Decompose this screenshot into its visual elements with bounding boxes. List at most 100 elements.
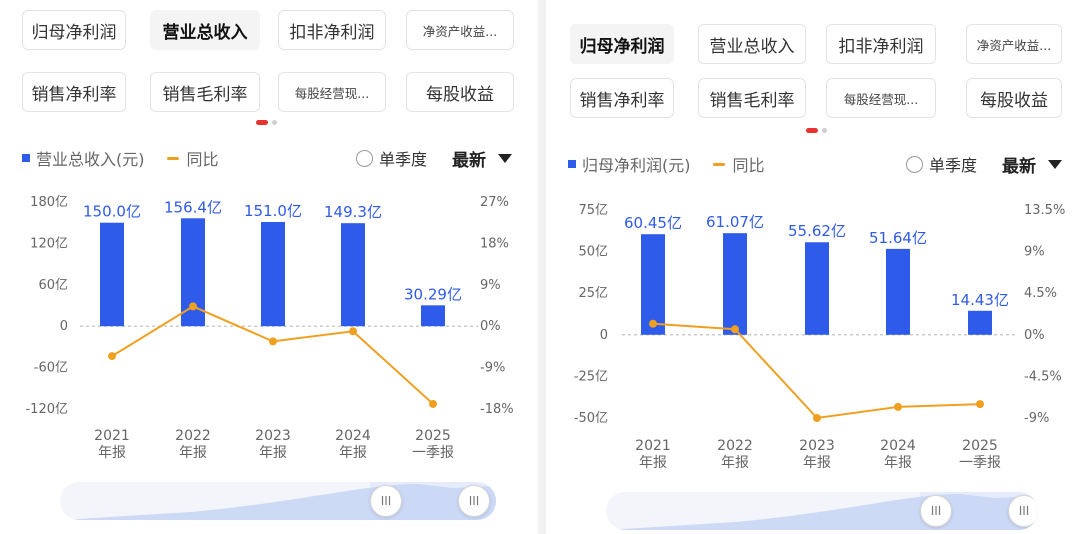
bar[interactable]	[341, 223, 365, 327]
bar[interactable]	[723, 233, 747, 335]
x-tick-period: 年报	[179, 445, 207, 461]
x-tick-year: 2021	[635, 438, 671, 454]
bar-legend-label: 归母净利润(元)	[582, 156, 691, 175]
yoy-point[interactable]	[349, 327, 357, 336]
yoy-point[interactable]	[189, 302, 197, 311]
line-legend-swatch	[712, 162, 725, 166]
x-tick-year: 2022	[717, 438, 753, 454]
x-tick-period: 年报	[639, 455, 667, 471]
bar[interactable]	[261, 222, 285, 327]
metric-tab[interactable]: 销售毛利率	[150, 72, 260, 112]
radio-icon[interactable]	[906, 155, 923, 173]
single-quarter-toggle[interactable]: 单季度	[906, 152, 977, 176]
range-handle-right[interactable]: III	[458, 485, 490, 517]
bar-value-label: 55.62亿	[788, 222, 846, 240]
yoy-point[interactable]	[429, 399, 437, 408]
x-tick-period: 年报	[259, 445, 287, 461]
bar[interactable]	[886, 248, 910, 335]
x-tick-year: 2023	[799, 438, 835, 454]
panel-divider	[538, 0, 546, 534]
chart-legend: 营业总收入(元) 同比	[22, 146, 219, 170]
metric-tab[interactable]: 净资产收益...	[966, 24, 1062, 64]
metric-tab[interactable]: 每股收益	[966, 78, 1062, 118]
caret-down-icon[interactable]	[1048, 160, 1062, 169]
y-right-tick-label: -18%	[480, 402, 514, 417]
y-right-tick-label: 9%	[480, 278, 501, 293]
metric-tab[interactable]: 净资产收益...	[406, 10, 514, 50]
tab-pager-dots	[806, 128, 827, 133]
y-left-tick-label: 50亿	[578, 245, 608, 260]
x-tick-year: 2025	[962, 438, 998, 454]
single-quarter-label: 单季度	[379, 150, 428, 169]
period-dropdown[interactable]: 最新	[452, 146, 512, 171]
yoy-point[interactable]	[269, 337, 277, 346]
range-slider[interactable]: III III	[606, 492, 1038, 530]
caret-down-icon[interactable]	[498, 154, 512, 163]
pager-dot	[272, 120, 277, 125]
bar[interactable]	[100, 222, 124, 327]
yoy-point[interactable]	[731, 325, 739, 334]
y-left-tick-label: 0	[600, 328, 608, 343]
right-panel: 归母净利润 营业总收入 扣非净利润 净资产收益... 销售净利率 销售毛利率 每股经营现..…	[546, 0, 1080, 534]
bar[interactable]	[805, 242, 829, 335]
y-right-tick-label: 13.5%	[1024, 203, 1065, 218]
y-right-tick-label: 0%	[1024, 328, 1045, 343]
metric-tab[interactable]: 销售净利率	[570, 78, 674, 118]
x-tick-period: 年报	[339, 445, 367, 461]
x-tick-period: 年报	[98, 445, 126, 461]
range-slider[interactable]: III III	[60, 482, 496, 520]
yoy-point[interactable]	[813, 414, 821, 422]
x-tick-period: 年报	[803, 455, 831, 471]
bar-value-label: 156.4亿	[164, 198, 222, 216]
bar-value-label: 30.29亿	[404, 285, 462, 303]
metric-tab[interactable]: 归母净利润	[22, 10, 126, 50]
x-tick-period: 年报	[721, 455, 749, 471]
range-handle-left[interactable]: III	[370, 485, 402, 517]
y-right-tick-label: 0%	[480, 319, 501, 334]
bar[interactable]	[641, 234, 665, 335]
metric-tab[interactable]: 销售净利率	[22, 72, 126, 112]
metric-tab[interactable]: 每股经营现...	[826, 78, 936, 118]
y-right-tick-label: -9%	[480, 361, 505, 376]
y-left-tick-label: 0	[60, 319, 68, 334]
metric-tab[interactable]: 营业总收入	[698, 24, 806, 64]
yoy-point[interactable]	[976, 400, 984, 409]
line-legend-label: 同比	[186, 150, 219, 169]
yoy-point[interactable]	[649, 319, 657, 328]
single-quarter-toggle[interactable]: 单季度	[356, 146, 427, 170]
bar-legend-swatch	[568, 160, 576, 168]
metric-tab[interactable]: 销售毛利率	[698, 78, 806, 118]
period-dropdown-label: 最新	[1002, 157, 1036, 177]
bar[interactable]	[421, 305, 445, 327]
x-tick-year: 2024	[335, 428, 371, 444]
metric-tab[interactable]: 扣非净利润	[278, 10, 386, 50]
line-legend-label: 同比	[732, 156, 765, 175]
y-left-tick-label: 120亿	[30, 236, 68, 251]
period-dropdown-label: 最新	[452, 151, 486, 171]
y-left-tick-label: 60亿	[38, 278, 68, 293]
range-handle-right[interactable]: III	[1008, 495, 1038, 527]
y-right-tick-label: 9%	[1024, 245, 1045, 260]
metric-tab[interactable]: 每股收益	[406, 72, 514, 112]
x-tick-period: 一季报	[959, 455, 1001, 471]
yoy-point[interactable]	[108, 352, 116, 361]
line-legend-swatch	[166, 156, 179, 160]
metric-tab[interactable]: 扣非净利润	[826, 24, 936, 64]
combo-chart: 180亿 120亿 60亿 0 -60亿 -120亿 27% 18% 9% 0% -9% -18% 15…	[25, 195, 514, 461]
single-quarter-label: 单季度	[929, 156, 978, 175]
metric-tab[interactable]: 营业总收入	[150, 10, 260, 50]
metric-tab[interactable]: 归母净利润	[570, 24, 674, 64]
radio-icon[interactable]	[356, 149, 373, 167]
pager-dot-active	[806, 128, 818, 133]
metric-tab[interactable]: 每股经营现...	[278, 72, 386, 112]
yoy-point[interactable]	[894, 402, 902, 411]
range-handle-left[interactable]: III	[920, 495, 952, 527]
x-tick-period: 年报	[884, 455, 912, 471]
bar[interactable]	[968, 310, 992, 335]
period-dropdown[interactable]: 最新	[1002, 152, 1062, 177]
bar-value-label: 151.0亿	[244, 202, 302, 220]
y-left-tick-label: -120亿	[25, 402, 68, 417]
x-tick-year: 2022	[175, 428, 211, 444]
bar-value-label: 149.3亿	[324, 203, 382, 221]
y-left-tick-label: -50亿	[574, 411, 608, 426]
